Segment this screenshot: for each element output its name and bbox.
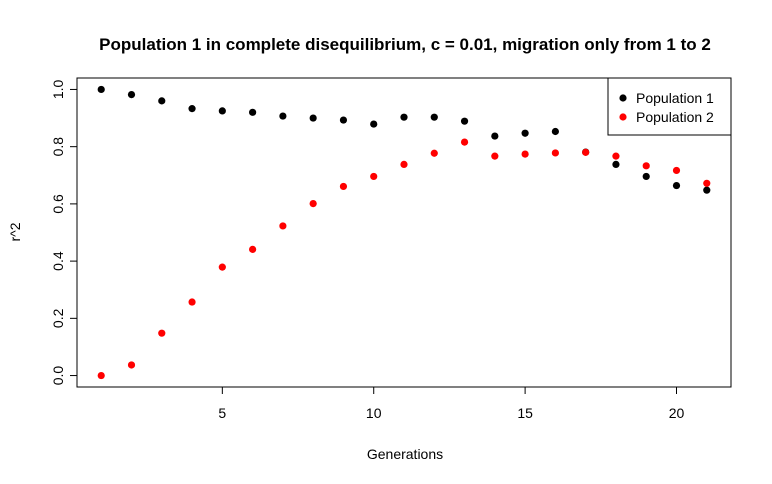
data-point <box>703 186 711 194</box>
data-point <box>279 112 287 120</box>
y-tick-label: 0.8 <box>50 137 66 157</box>
chart-title: Population 1 in complete disequilibrium,… <box>99 35 711 54</box>
data-point <box>521 150 529 158</box>
x-axis-label: Generations <box>367 446 443 462</box>
data-point <box>642 172 650 181</box>
legend-label: Population 2 <box>636 109 714 125</box>
legend-box <box>607 77 732 136</box>
data-point <box>521 129 529 137</box>
data-point <box>127 90 136 99</box>
data-point <box>551 127 559 136</box>
data-point <box>127 361 136 369</box>
data-point <box>460 117 469 125</box>
data-point <box>188 298 196 306</box>
data-point <box>97 85 105 94</box>
data-point <box>218 107 226 115</box>
data-points <box>97 85 711 380</box>
data-point <box>249 245 257 253</box>
x-tick-label: 10 <box>366 405 382 421</box>
y-tick-label: 1.0 <box>50 80 66 100</box>
data-point <box>279 222 287 230</box>
data-point <box>339 116 348 124</box>
legend-marker <box>619 94 627 102</box>
data-point <box>703 179 711 187</box>
plot-frame <box>76 77 732 388</box>
data-point <box>188 105 196 113</box>
data-point <box>430 113 438 121</box>
y-axis-label: r^2 <box>7 222 23 241</box>
data-point <box>97 371 105 380</box>
x-tick-label: 20 <box>669 405 685 421</box>
axes: 5 10 15 20 0.0 0.2 0.4 0.6 0.8 1.0 <box>50 77 732 421</box>
data-point <box>309 114 317 122</box>
x-tick-label: 5 <box>218 405 226 421</box>
data-point <box>370 172 378 181</box>
legend-label: Population 1 <box>636 90 714 106</box>
series-population-1 <box>97 85 711 194</box>
x-tick-label: 15 <box>517 405 533 421</box>
data-point <box>551 149 559 157</box>
legend: Population 1 Population 2 <box>607 77 732 136</box>
data-point <box>339 182 348 191</box>
data-point <box>158 97 166 105</box>
data-point <box>582 148 590 156</box>
data-point <box>672 181 681 190</box>
data-point <box>249 108 257 116</box>
legend-marker <box>619 113 627 121</box>
data-point <box>460 138 469 146</box>
data-point <box>430 149 438 157</box>
y-tick-label: 0.4 <box>50 251 66 271</box>
data-point <box>612 160 620 169</box>
data-point <box>158 329 166 337</box>
data-point <box>309 200 317 208</box>
y-tick-label: 0.0 <box>50 366 66 386</box>
data-point <box>370 120 378 128</box>
data-point <box>491 132 499 140</box>
data-point <box>400 113 408 121</box>
data-point <box>612 152 620 160</box>
series-population-2 <box>97 138 711 380</box>
y-tick-label: 0.6 <box>50 194 66 214</box>
data-point <box>400 160 408 169</box>
data-point <box>672 166 681 175</box>
y-tick-label: 0.2 <box>50 308 66 328</box>
data-point <box>642 162 650 170</box>
data-point <box>218 263 226 271</box>
data-point <box>491 152 499 160</box>
